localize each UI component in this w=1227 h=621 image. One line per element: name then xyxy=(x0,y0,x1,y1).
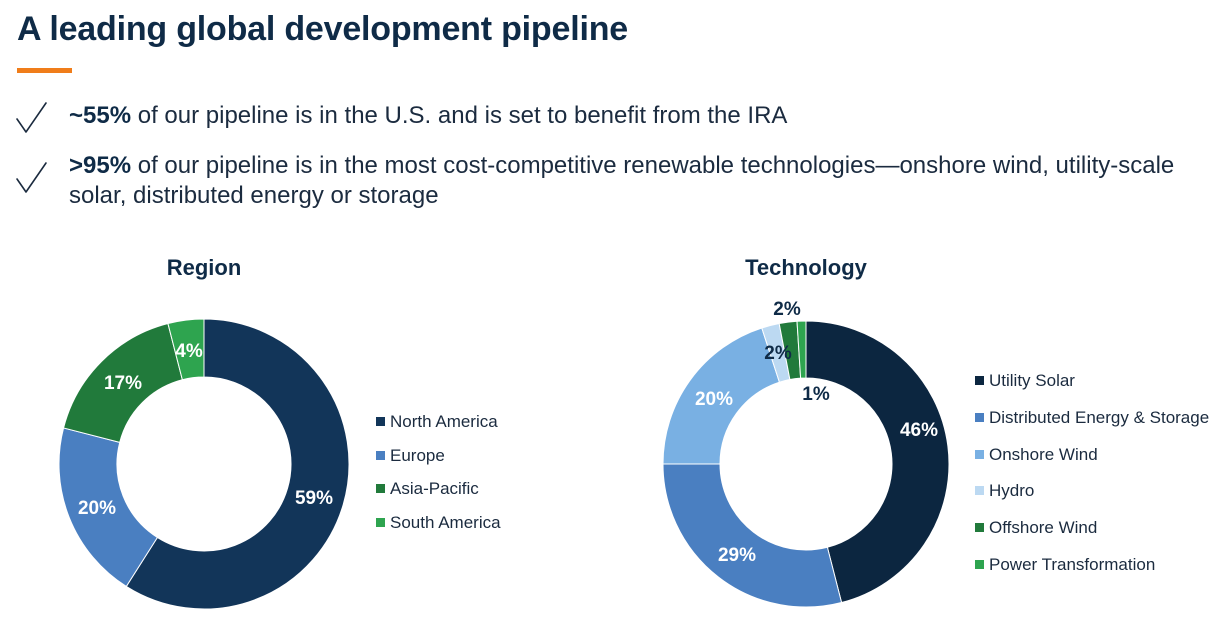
legend-label: Europe xyxy=(390,445,445,465)
legend-label: Power Transformation xyxy=(989,555,1156,574)
legend-swatch xyxy=(376,417,385,426)
legend-item-asia-pacific: Asia-Pacific xyxy=(376,479,479,499)
legend-swatch xyxy=(975,523,984,533)
legend-item-north-america: North America xyxy=(376,412,498,432)
slice-onshore-wind xyxy=(662,327,781,465)
data-label-hydro: 2% xyxy=(764,343,792,364)
data-label-utility-solar: 46% xyxy=(900,420,938,441)
legend-item-power-transformation: Power Transformation xyxy=(975,555,1155,575)
page-title: A leading global development pipeline xyxy=(17,10,628,48)
bullet-text: ~55% of our pipeline is in the U.S. and … xyxy=(69,101,1209,131)
legend-label: Distributed Energy & Storage xyxy=(989,407,1210,427)
legend-swatch xyxy=(975,412,984,422)
legend-swatch xyxy=(975,486,984,496)
bullet-body: of our pipeline is in the U.S. and is se… xyxy=(131,102,788,129)
chart-title: Region xyxy=(167,255,242,280)
bullet-highlight: >95% xyxy=(69,152,132,179)
legend-label: Offshore Wind xyxy=(989,518,1098,538)
legend-swatch xyxy=(975,449,984,459)
legend-swatch xyxy=(975,560,984,569)
data-label-europe: 20% xyxy=(78,498,116,519)
legend-item-offshore-wind: Offshore Wind xyxy=(975,518,1097,538)
data-label-asia-pacific: 17% xyxy=(104,373,142,394)
bullet-highlight: ~55% xyxy=(69,102,132,129)
bullet-text: >95% of our pipeline is in the most cost… xyxy=(69,151,1209,211)
slice-power-transformation xyxy=(796,320,807,379)
legend-item-europe: Europe xyxy=(376,446,445,466)
data-label-onshore-wind: 20% xyxy=(695,389,733,410)
legend-label: Hydro xyxy=(989,481,1035,501)
slice-south-america xyxy=(167,318,205,381)
legend-label: Onshore Wind xyxy=(989,444,1098,464)
region-legend: North America Europe Asia-Pacific South Ame… xyxy=(376,412,576,542)
legend-item-hydro: Hydro xyxy=(975,481,1034,501)
legend-item-utility-solar: Utility Solar xyxy=(975,371,1075,391)
slice-distributed-energy-storage xyxy=(662,463,843,608)
checkmark-icon xyxy=(16,162,47,193)
title-accent-bar xyxy=(17,68,72,73)
data-label-distributed-energy-storage: 29% xyxy=(718,545,756,566)
data-label-north-america: 59% xyxy=(295,488,333,509)
legend-item-south-america: South America xyxy=(376,513,501,533)
slice-north-america xyxy=(125,318,350,610)
legend-swatch xyxy=(376,450,385,460)
legend-label: South America xyxy=(390,512,501,532)
legend-item-distributed-energy-storage: Distributed Energy & Storage xyxy=(975,408,1209,428)
legend-swatch xyxy=(975,376,984,385)
bullet-body: of our pipeline is in the most cost-comp… xyxy=(69,152,1175,209)
checkmark-icon xyxy=(16,102,47,133)
legend-label: Asia-Pacific xyxy=(390,479,479,498)
data-label-offshore-wind: 2% xyxy=(773,299,801,320)
data-label-south-america: 4% xyxy=(175,341,203,362)
legend-label: North America xyxy=(390,412,498,431)
technology-legend: Utility Solar Distributed Energy & Storag… xyxy=(975,371,1223,586)
legend-label: Utility Solar xyxy=(989,371,1075,390)
legend-swatch xyxy=(376,484,385,493)
slice-utility-solar xyxy=(805,320,950,604)
legend-swatch xyxy=(376,517,385,527)
chart-title: Technology xyxy=(745,255,868,280)
data-label-power-transformation: 1% xyxy=(802,384,830,405)
legend-item-onshore-wind: Onshore Wind xyxy=(975,445,1098,465)
